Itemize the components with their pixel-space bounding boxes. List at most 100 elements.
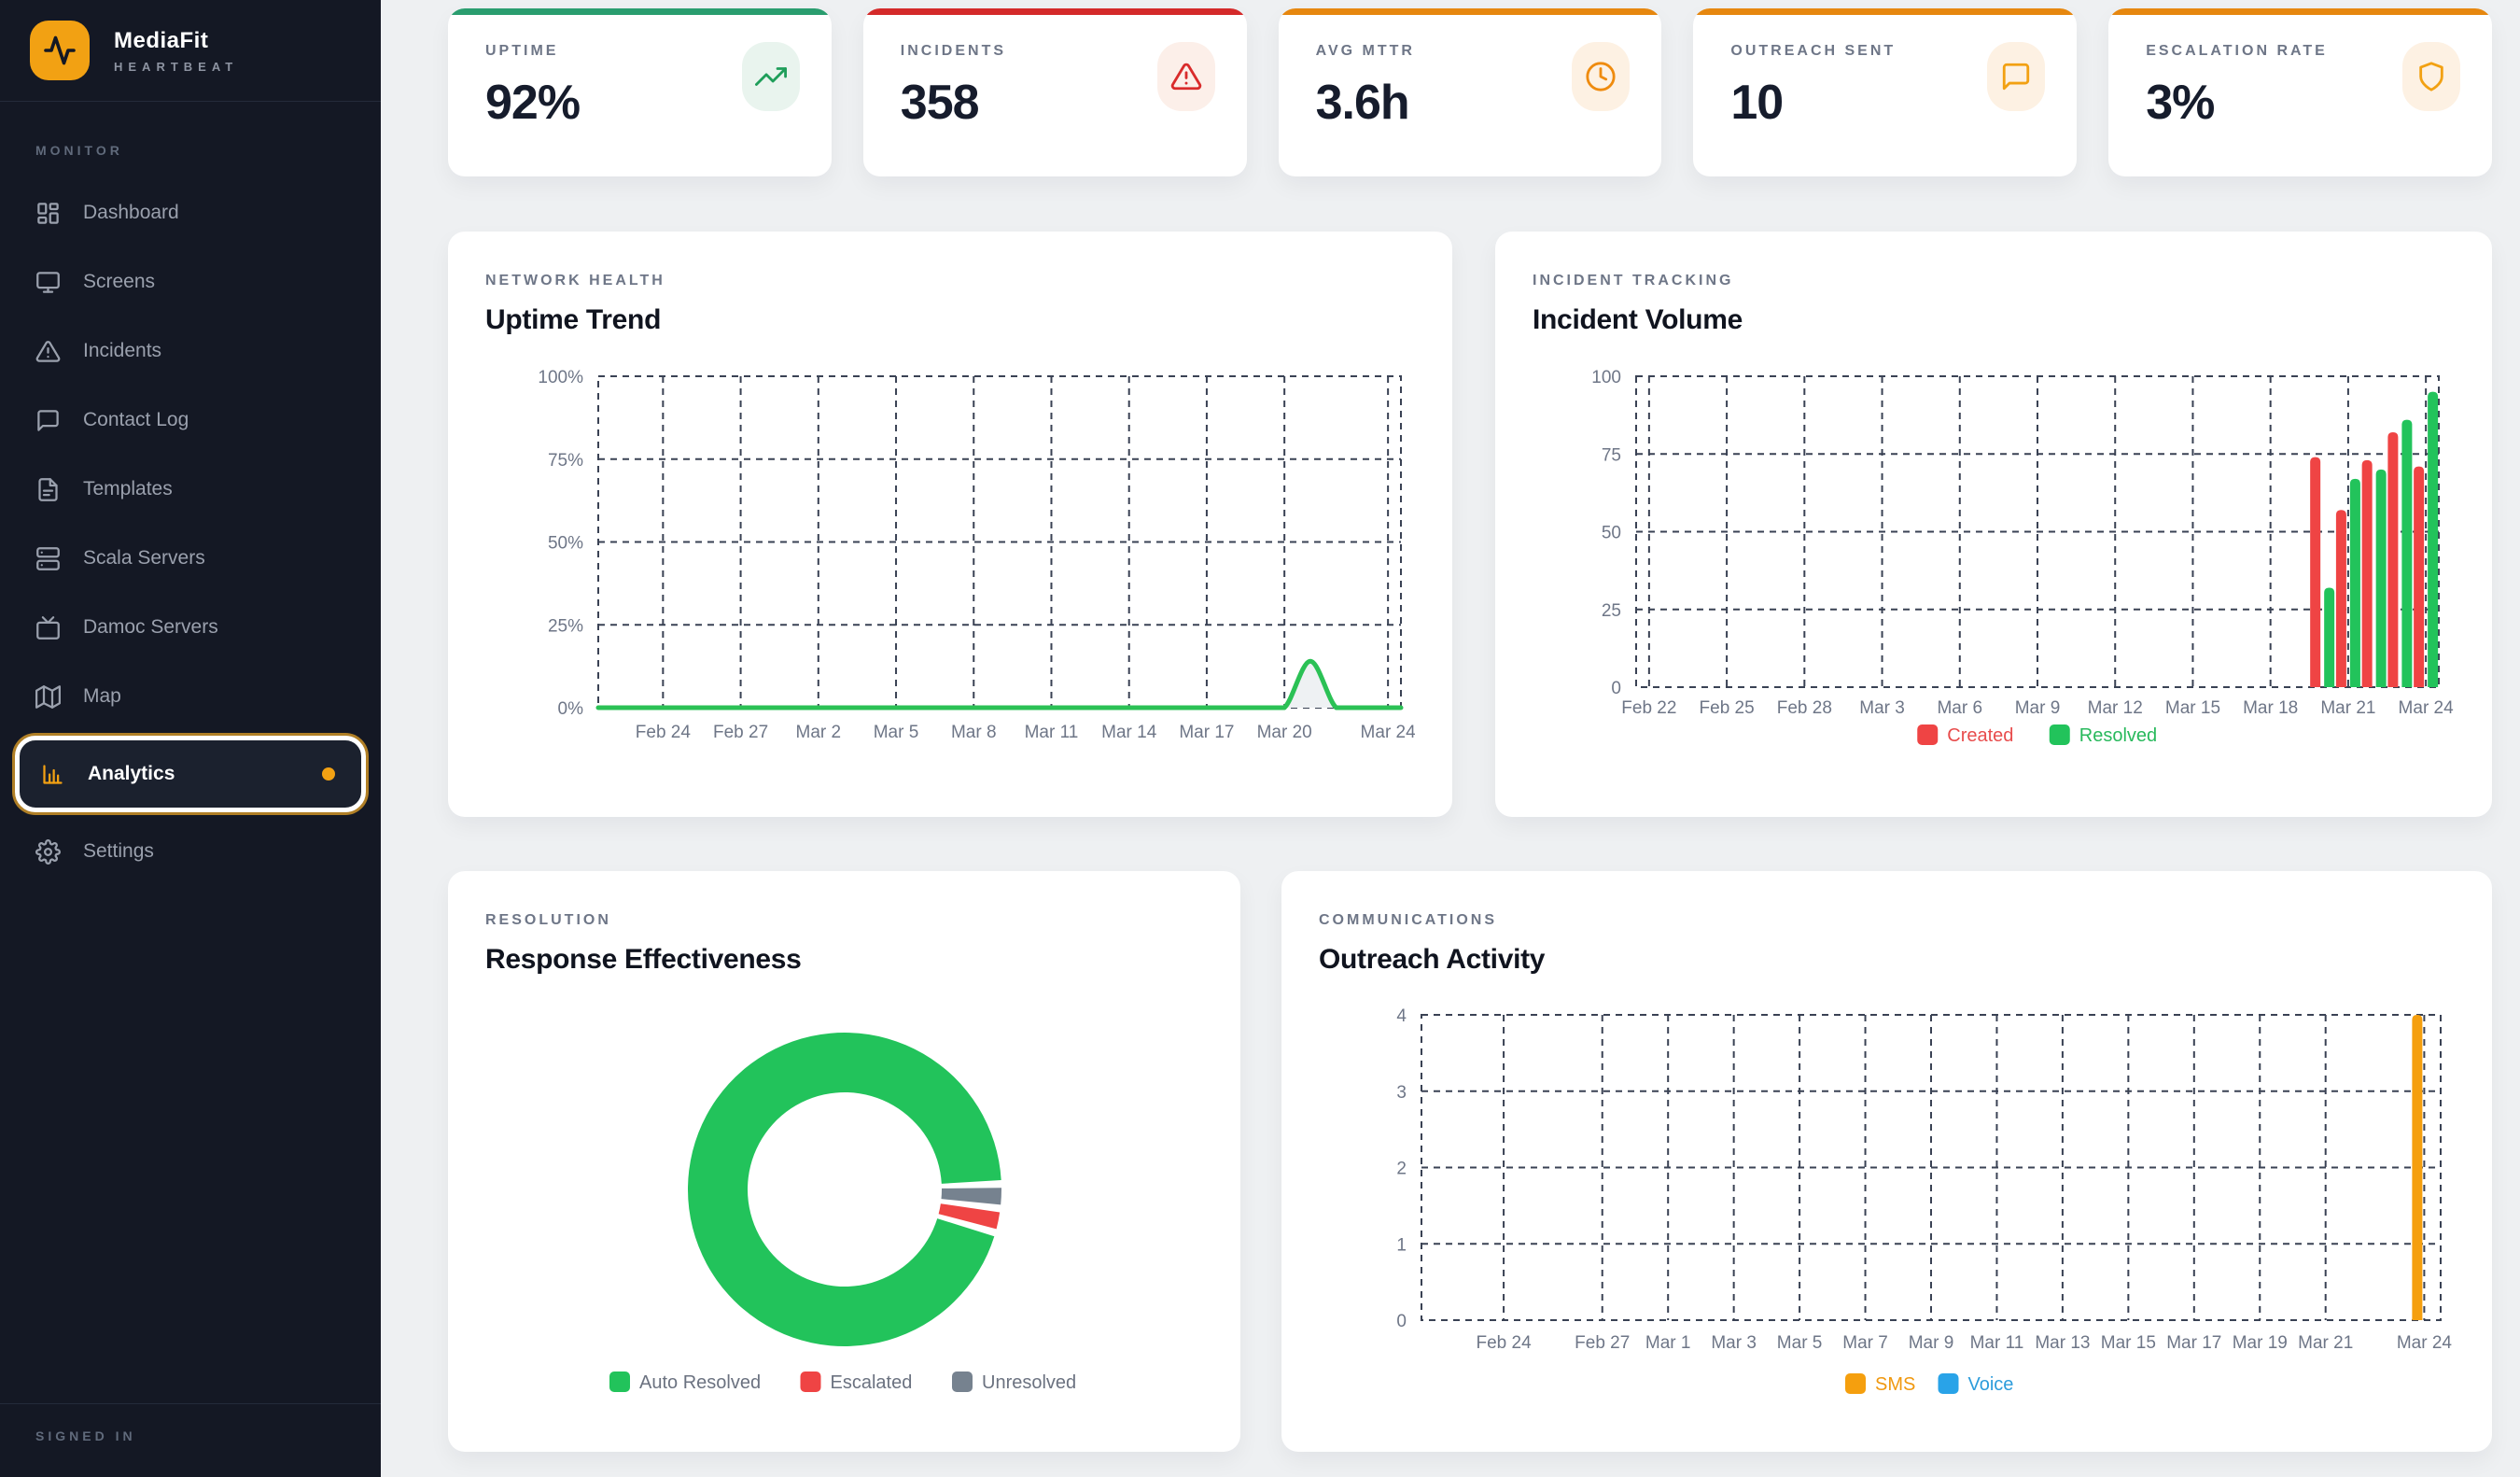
sidebar-item-dashboard[interactable]: Dashboard xyxy=(0,178,381,247)
sidebar-item-scala-servers[interactable]: Scala Servers xyxy=(0,524,381,593)
message-icon xyxy=(1987,42,2046,111)
svg-text:Mar 12: Mar 12 xyxy=(2088,698,2143,718)
svg-text:Mar 1: Mar 1 xyxy=(1645,1333,1691,1353)
svg-text:Mar 3: Mar 3 xyxy=(1711,1333,1757,1353)
gear-icon xyxy=(35,838,61,865)
svg-text:25%: 25% xyxy=(548,616,583,636)
sidebar: MediaFit HEARTBEAT MONITOR Dashboard Scre… xyxy=(0,0,381,1477)
response-effectiveness-title: Response Effectiveness xyxy=(485,944,802,975)
svg-text:Mar 17: Mar 17 xyxy=(1179,723,1234,742)
sidebar-item-analytics[interactable]: Analytics xyxy=(15,736,366,812)
svg-text:Mar 19: Mar 19 xyxy=(2233,1333,2288,1353)
kpi-accent-bar xyxy=(448,8,832,15)
kpi-accent-bar xyxy=(1278,8,1662,15)
svg-text:Mar 9: Mar 9 xyxy=(1909,1333,1954,1353)
communications-card: COMMUNICATIONS Outreach Activity 0 1 2 3 4 Fe… xyxy=(1281,871,2492,1452)
kpi-card-uptime: UPTIME 92% xyxy=(448,8,832,176)
app-name: MediaFit xyxy=(114,27,209,53)
svg-text:Feb 25: Feb 25 xyxy=(1700,698,1755,718)
svg-text:Mar 11: Mar 11 xyxy=(1970,1333,2024,1353)
incident-tracking-section-label: INCIDENT TRACKING xyxy=(1533,273,1734,288)
svg-text:Voice: Voice xyxy=(1968,1374,2014,1395)
kpi-label: OUTREACH SENT xyxy=(1730,43,1897,59)
sidebar-item-contact-log[interactable]: Contact Log xyxy=(0,386,381,455)
network-health-card: NETWORK HEALTH Uptime Trend 0% 25% 50% 75% 1… xyxy=(448,232,1452,817)
sidebar-divider xyxy=(0,101,381,102)
svg-text:SMS: SMS xyxy=(1875,1374,1915,1395)
message-icon xyxy=(35,408,61,433)
svg-text:Mar 3: Mar 3 xyxy=(1859,698,1905,718)
resolution-card: RESOLUTION Response Effectiveness Auto R… xyxy=(448,871,1240,1452)
svg-text:Mar 14: Mar 14 xyxy=(1101,723,1157,742)
svg-text:Mar 13: Mar 13 xyxy=(2035,1333,2090,1353)
svg-text:Mar 15: Mar 15 xyxy=(2101,1333,2156,1353)
kpi-value: 10 xyxy=(1730,76,1784,130)
svg-text:Escalated: Escalated xyxy=(831,1372,913,1393)
svg-text:Feb 27: Feb 27 xyxy=(1575,1333,1630,1353)
svg-text:2: 2 xyxy=(1396,1160,1407,1179)
svg-text:1: 1 xyxy=(1396,1235,1407,1255)
sidebar-item-label: Incidents xyxy=(83,340,162,361)
uptime-trend-title: Uptime Trend xyxy=(485,304,662,335)
trending-up-icon xyxy=(741,42,800,111)
resolution-section-label: RESOLUTION xyxy=(485,912,611,928)
kpi-accent-bar xyxy=(1693,8,2078,15)
svg-text:50: 50 xyxy=(1602,524,1621,543)
svg-text:Mar 15: Mar 15 xyxy=(2165,698,2220,718)
svg-text:Mar 24: Mar 24 xyxy=(1361,723,1415,742)
sidebar-item-incidents[interactable]: Incidents xyxy=(0,316,381,386)
network-health-section-label: NETWORK HEALTH xyxy=(485,273,665,288)
sidebar-item-label: Analytics xyxy=(88,763,175,784)
app-tagline: HEARTBEAT xyxy=(114,59,239,74)
svg-text:75%: 75% xyxy=(548,451,583,471)
sidebar-footer-divider xyxy=(0,1403,381,1404)
kpi-row: UPTIME 92% INCIDENTS 358 AVG MTTR 3.6h OUTREAC… xyxy=(448,8,2492,176)
sidebar-item-label: Screens xyxy=(83,271,156,292)
svg-text:Feb 28: Feb 28 xyxy=(1777,698,1832,718)
kpi-card-incidents: INCIDENTS 358 xyxy=(862,8,1247,176)
svg-text:Resolved: Resolved xyxy=(2079,725,2157,746)
svg-text:Mar 6: Mar 6 xyxy=(1937,698,1982,718)
communications-section-label: COMMUNICATIONS xyxy=(1319,912,1498,928)
kpi-value: 3% xyxy=(2146,76,2215,130)
kpi-card-avg-mttr: AVG MTTR 3.6h xyxy=(1278,8,1662,176)
response-effectiveness-chart: Auto Resolved Escalated Unresolved xyxy=(485,992,1203,1431)
svg-text:Feb 27: Feb 27 xyxy=(713,723,768,742)
sidebar-nav: Dashboard Screens Incidents Contact Log Temp… xyxy=(0,178,381,886)
sidebar-item-label: Contact Log xyxy=(83,409,189,430)
heartbeat-pulse-icon xyxy=(30,21,90,80)
sidebar-item-templates[interactable]: Templates xyxy=(0,455,381,524)
kpi-label: ESCALATION RATE xyxy=(2146,43,2328,59)
kpi-value: 3.6h xyxy=(1315,76,1410,130)
incident-volume-chart: 0 25 50 75 100 Feb 22 Feb 25 Feb 28 Mar 3 Mar 6 Ma… xyxy=(1533,353,2455,768)
svg-text:Mar 7: Mar 7 xyxy=(1842,1333,1888,1353)
sidebar-item-label: Scala Servers xyxy=(83,547,205,569)
sidebar-item-label: Damoc Servers xyxy=(83,616,218,638)
svg-text:0%: 0% xyxy=(558,699,584,719)
sidebar-item-map[interactable]: Map xyxy=(0,662,381,731)
clock-icon xyxy=(1572,42,1631,111)
sidebar-item-screens[interactable]: Screens xyxy=(0,247,381,316)
server-icon xyxy=(35,546,61,571)
svg-text:Mar 5: Mar 5 xyxy=(1777,1333,1823,1353)
svg-text:Mar 21: Mar 21 xyxy=(2298,1333,2353,1353)
kpi-label: AVG MTTR xyxy=(1315,43,1415,59)
kpi-value: 358 xyxy=(900,76,980,130)
outreach-activity-title: Outreach Activity xyxy=(1319,944,1546,975)
kpi-label: INCIDENTS xyxy=(900,43,1007,59)
app-logo[interactable]: MediaFit HEARTBEAT xyxy=(0,0,381,101)
sidebar-item-label: Map xyxy=(83,685,121,707)
svg-text:100%: 100% xyxy=(538,368,583,387)
svg-text:Mar 8: Mar 8 xyxy=(951,723,997,742)
kpi-value: 92% xyxy=(485,76,581,130)
svg-text:Mar 24: Mar 24 xyxy=(2397,1333,2453,1353)
svg-text:Mar 9: Mar 9 xyxy=(2015,698,2061,718)
svg-text:Mar 2: Mar 2 xyxy=(796,723,842,742)
svg-text:Created: Created xyxy=(1947,725,2013,746)
svg-text:Mar 18: Mar 18 xyxy=(2243,698,2298,718)
svg-text:25: 25 xyxy=(1602,601,1621,621)
sidebar-item-settings[interactable]: Settings xyxy=(0,817,381,886)
sidebar-item-label: Templates xyxy=(83,478,173,499)
kpi-accent-bar xyxy=(862,8,1247,15)
sidebar-item-damoc-servers[interactable]: Damoc Servers xyxy=(0,593,381,662)
